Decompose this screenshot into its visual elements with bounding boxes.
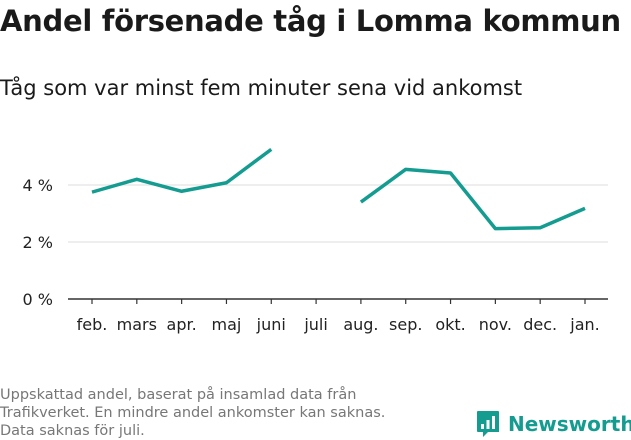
series-line: [91, 147, 586, 231]
y-tick-label: 4 %: [23, 176, 53, 195]
x-tick-label: feb.: [77, 315, 108, 334]
x-tick-label: mars: [117, 315, 157, 334]
footnote-line: Data saknas för juli.: [0, 423, 145, 439]
y-tick-label: 0 %: [23, 290, 53, 309]
series-line-segment: [359, 167, 586, 231]
gridlines: [68, 184, 608, 243]
series-line-segment: [91, 147, 273, 194]
x-tick-label: sep.: [389, 315, 422, 334]
x-tick-label: nov.: [479, 315, 512, 334]
x-axis-labels: feb. mars apr. maj juni juli aug. sep. okt. nov. d…: [77, 299, 600, 334]
x-tick-label: jan.: [569, 315, 599, 334]
x-tick-label: dec.: [523, 315, 557, 334]
chart-subtitle: Tåg som var minst fem minuter sena vid a…: [0, 76, 523, 100]
brand-name: Newsworthy: [508, 412, 631, 436]
chart-title: Andel försenade tåg i Lomma kommun: [0, 4, 621, 38]
x-tick-label: juli: [303, 315, 327, 334]
x-tick-label: okt.: [435, 315, 465, 334]
x-tick-label: maj: [212, 315, 242, 334]
brand-logo: Newsworthy: [476, 409, 631, 439]
footnote-line: Uppskattad andel, baserat på insamlad da…: [0, 387, 357, 403]
newsworthy-logo-icon: [477, 411, 499, 437]
y-tick-label: 2 %: [23, 233, 53, 252]
line-chart: 0 % 2 % 4 % feb. mars apr. maj juni juli aug. sep…: [23, 147, 608, 334]
x-tick-label: apr.: [167, 315, 197, 334]
footnote: Uppskattad andel, baserat på insamlad da…: [0, 386, 440, 440]
x-tick-label: aug.: [343, 315, 378, 334]
footnote-line: Trafikverket. En mindre andel ankomster …: [0, 405, 386, 421]
x-tick-label: juni: [256, 315, 286, 334]
y-axis-labels: 0 % 2 % 4 %: [23, 176, 53, 309]
